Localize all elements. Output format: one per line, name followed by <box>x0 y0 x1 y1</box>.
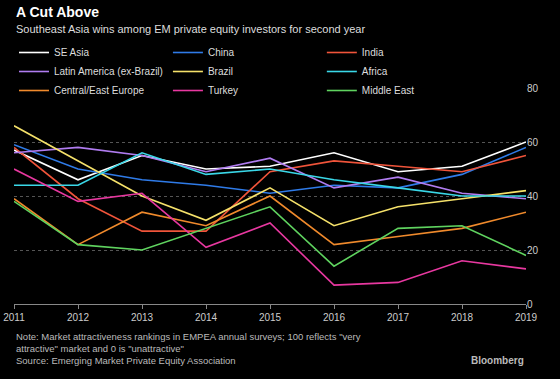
svg-text:2017: 2017 <box>387 312 410 323</box>
svg-text:2015: 2015 <box>259 312 282 323</box>
svg-text:SE Asia: SE Asia <box>54 47 89 58</box>
svg-text:2012: 2012 <box>67 312 90 323</box>
svg-text:Africa: Africa <box>362 66 388 77</box>
svg-text:Note: Market attractiveness ra: Note: Market attractiveness rankings in … <box>16 331 361 342</box>
svg-text:Bloomberg: Bloomberg <box>471 355 524 366</box>
svg-text:Source: Emerging Market Privat: Source: Emerging Market Private Equity A… <box>16 355 236 366</box>
svg-text:60: 60 <box>527 137 539 148</box>
svg-text:40: 40 <box>527 191 539 202</box>
svg-text:Turkey: Turkey <box>208 85 238 96</box>
svg-text:attractive" market and 0 is "u: attractive" market and 0 is "unattractiv… <box>16 343 184 354</box>
svg-text:80: 80 <box>527 83 539 94</box>
svg-text:A Cut Above: A Cut Above <box>16 4 99 20</box>
svg-text:2014: 2014 <box>195 312 218 323</box>
svg-text:Southeast Asia wins among EM p: Southeast Asia wins among EM private equ… <box>16 23 365 35</box>
svg-text:2011: 2011 <box>3 312 25 323</box>
svg-text:Central/East Europe: Central/East Europe <box>54 85 144 96</box>
svg-text:20: 20 <box>527 245 539 256</box>
svg-text:2018: 2018 <box>451 312 474 323</box>
svg-text:Latin America (ex-Brazil): Latin America (ex-Brazil) <box>54 66 163 77</box>
svg-text:Middle East: Middle East <box>362 85 414 96</box>
svg-text:2016: 2016 <box>323 312 346 323</box>
svg-text:0: 0 <box>527 299 533 310</box>
svg-text:China: China <box>208 47 235 58</box>
svg-text:2019: 2019 <box>515 312 538 323</box>
svg-text:2013: 2013 <box>131 312 154 323</box>
svg-text:Brazil: Brazil <box>208 66 233 77</box>
svg-text:India: India <box>362 47 384 58</box>
